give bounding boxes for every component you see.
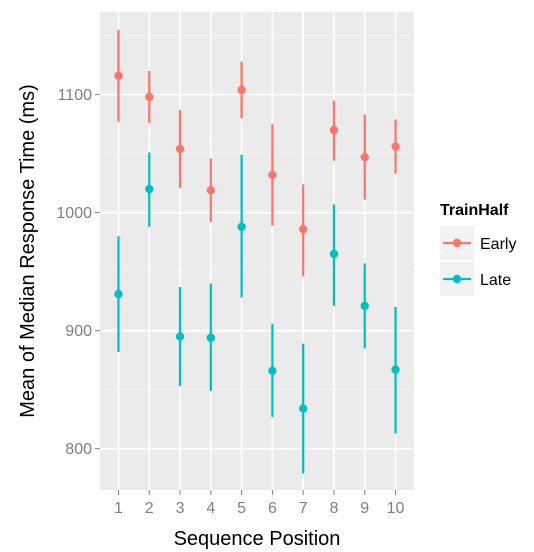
point-late xyxy=(391,365,400,374)
y-axis-ticks: 800 900 1000 1100 xyxy=(56,87,100,458)
point-late xyxy=(206,333,216,342)
point-early xyxy=(329,125,339,135)
point-early xyxy=(145,92,154,102)
y-tick-label: 900 xyxy=(65,323,92,340)
y-axis-title: Mean of Median Response Time (ms) xyxy=(17,84,39,417)
minor-gridlines xyxy=(100,35,414,391)
y-tick-label: 1100 xyxy=(58,87,93,104)
legend: TrainHalf Early Late xyxy=(440,202,516,296)
x-tick-label: 9 xyxy=(360,500,369,517)
point-late xyxy=(175,332,185,341)
point-late xyxy=(145,184,154,194)
x-tick-label: 6 xyxy=(268,500,277,517)
point-late xyxy=(237,222,246,232)
x-tick-label: 1 xyxy=(114,500,123,517)
point-early xyxy=(206,186,216,195)
point-early xyxy=(175,144,185,154)
legend-label-early: Early xyxy=(480,236,516,253)
x-tick-label: 10 xyxy=(387,500,405,517)
x-axis-ticks: 1 2 3 4 5 6 7 8 9 10 xyxy=(114,490,405,517)
x-tick-label: 4 xyxy=(206,500,215,517)
plot-panel xyxy=(100,12,414,490)
x-tick-label: 2 xyxy=(145,500,154,517)
legend-point-late xyxy=(452,274,462,284)
point-late xyxy=(329,249,339,259)
point-early xyxy=(391,142,400,151)
x-axis-title: Sequence Position xyxy=(174,528,341,550)
x-tick-label: 7 xyxy=(299,500,308,517)
point-late xyxy=(360,301,369,311)
data-points xyxy=(114,71,400,413)
x-tick-label: 8 xyxy=(330,500,339,517)
point-late xyxy=(114,289,123,299)
y-tick-label: 1000 xyxy=(56,205,92,222)
point-early xyxy=(268,170,277,180)
x-tick-label: 5 xyxy=(237,500,246,517)
point-late xyxy=(268,366,277,375)
point-early xyxy=(237,85,246,95)
legend-items: Early Late xyxy=(440,226,516,296)
legend-label-late: Late xyxy=(480,272,511,289)
legend-point-early xyxy=(452,238,462,248)
y-tick-label: 800 xyxy=(65,441,92,458)
legend-title: TrainHalf xyxy=(440,202,509,219)
point-late xyxy=(298,404,308,413)
point-early xyxy=(298,224,308,234)
x-tick-label: 3 xyxy=(176,500,185,517)
point-early xyxy=(360,152,369,162)
point-early xyxy=(114,71,123,80)
